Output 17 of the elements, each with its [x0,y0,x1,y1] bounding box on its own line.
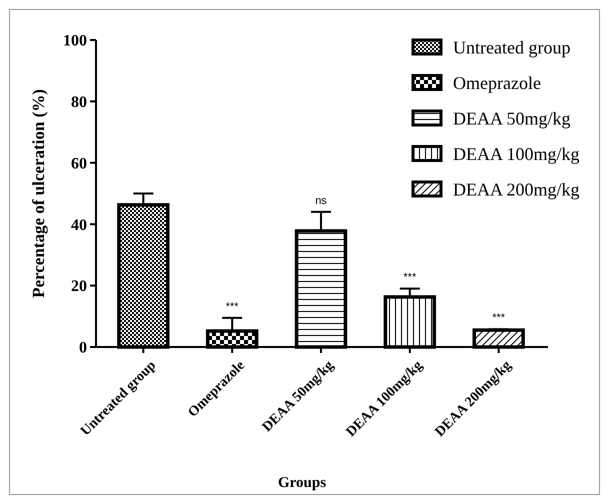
legend-label: DEAA 100mg/kg [453,144,580,164]
annotation: *** [403,272,417,284]
annotation: *** [226,300,240,313]
y-tick-label: 40 [71,216,87,234]
annotation: *** [492,312,506,324]
annotation: ns [315,194,328,207]
y-tick-label: 80 [71,94,87,111]
y-tick-label: 100 [63,32,87,50]
legend-label: DEAA 50mg/kg [453,108,571,128]
y-tick-label: 20 [71,278,87,296]
y-tick-label: 0 [79,340,87,357]
y-axis-title: Percentage of ulceration (%) [29,89,48,298]
legend-label: DEAA 200mg/kg [453,179,580,200]
y-tick-label: 60 [71,155,87,172]
x-axis-title: Groups [278,475,326,491]
legend-label: Omeprazole [453,72,541,93]
legend-label: Untreated group [453,37,570,58]
